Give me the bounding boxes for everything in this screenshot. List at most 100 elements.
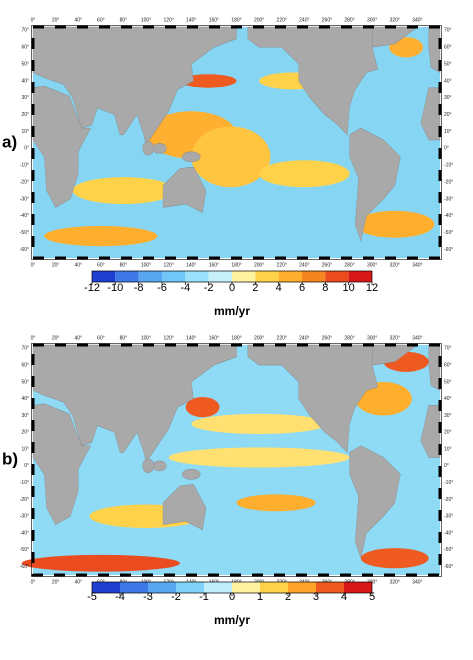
panel-label: a)	[2, 132, 17, 151]
lat-label: 0°	[24, 146, 29, 152]
lat-label: 70°	[21, 28, 29, 34]
lat-label: -10°	[20, 480, 29, 486]
lat-label: -20°	[444, 497, 453, 503]
lon-label: 220°	[277, 262, 287, 268]
lon-label: 320°	[390, 17, 400, 23]
lat-label: 20°	[444, 430, 452, 436]
lon-label: 20°	[52, 335, 60, 341]
colorbar-bin	[316, 582, 344, 593]
colorbar-label: 4	[341, 591, 347, 603]
lat-label: 60°	[444, 45, 452, 51]
lat-label: -50°	[20, 547, 29, 553]
colorbar-label: 4	[276, 282, 282, 294]
lat-label: -10°	[444, 163, 453, 169]
lon-label: 320°	[390, 262, 400, 268]
lat-label: 50°	[444, 61, 452, 67]
lon-label: 40°	[74, 17, 82, 23]
colorbar-label: -1	[199, 591, 209, 603]
colorbar-bin	[278, 271, 302, 282]
colorbar-label: 1	[257, 591, 263, 603]
lon-label: 140°	[186, 335, 196, 341]
map-frame	[31, 343, 442, 577]
lon-label: 180°	[231, 335, 241, 341]
lon-label: 100°	[141, 17, 151, 23]
lat-label: 60°	[21, 362, 29, 368]
lon-label: 120°	[163, 335, 173, 341]
lon-label: 200°	[254, 17, 264, 23]
colorbar-label: 2	[252, 282, 258, 294]
lon-label: 0°	[31, 17, 36, 23]
colorbar-label: -2	[204, 282, 214, 294]
map	[32, 26, 441, 258]
lat-label: 60°	[444, 362, 452, 368]
lat-label: 40°	[21, 396, 29, 402]
lon-label: 60°	[97, 17, 105, 23]
lon-label: 80°	[120, 335, 128, 341]
lon-label: 140°	[186, 17, 196, 23]
lat-label: 50°	[444, 379, 452, 385]
lat-label: -40°	[444, 530, 453, 536]
colorbar-label: -4	[180, 282, 190, 294]
lon-label: 280°	[344, 335, 354, 341]
colorbar-label: -5	[87, 591, 97, 603]
colorbar-bin	[232, 271, 256, 282]
lon-label: 0°	[31, 262, 36, 268]
colorbar-label: 6	[299, 282, 305, 294]
colorbar-bin	[176, 582, 204, 593]
lon-label: 240°	[299, 17, 309, 23]
colorbar-label: -10	[107, 282, 123, 294]
lat-label: -60°	[20, 564, 29, 570]
lon-label: 280°	[344, 17, 354, 23]
lon-label: 60°	[97, 335, 105, 341]
lon-label: 260°	[322, 262, 332, 268]
lon-label: 340°	[412, 262, 422, 268]
colorbar-bin	[120, 582, 148, 593]
colorbar-bin	[185, 271, 209, 282]
colorbar-bin	[325, 271, 349, 282]
colorbar-label: -3	[143, 591, 153, 603]
lon-label: 320°	[390, 335, 400, 341]
lon-label: 100°	[141, 262, 151, 268]
lon-label: 160°	[209, 262, 219, 268]
map-border	[31, 343, 442, 577]
colorbar-bin	[115, 271, 139, 282]
colorbar-bin	[288, 582, 316, 593]
colorbar-label: 3	[313, 591, 319, 603]
colorbar-label: 5	[369, 591, 375, 603]
lon-label: 180°	[231, 17, 241, 23]
colorbar-label: 0	[229, 282, 235, 294]
colorbar-bin	[255, 271, 279, 282]
lon-label: 340°	[412, 335, 422, 341]
colorbar-label: 0	[229, 591, 235, 603]
lon-label: 0°	[31, 335, 36, 341]
lat-label: 20°	[21, 430, 29, 436]
lon-label: 220°	[277, 17, 287, 23]
colorbar-bin	[344, 582, 372, 593]
colorbar-bin	[208, 271, 232, 282]
colorbar-bin	[148, 582, 176, 593]
lat-label: 10°	[444, 446, 452, 452]
map-border	[31, 25, 442, 260]
colorbar-label: 2	[285, 591, 291, 603]
lon-label: 300°	[367, 262, 377, 268]
colorbar-unit: mm/yr	[214, 613, 250, 627]
map-frame	[31, 25, 442, 260]
lat-label: 30°	[444, 413, 452, 419]
lat-label: -50°	[444, 547, 453, 553]
lat-label: 0°	[444, 463, 449, 469]
lat-label: 20°	[444, 112, 452, 118]
lat-label: -40°	[20, 530, 29, 536]
lat-label: 10°	[444, 129, 452, 135]
map	[21, 344, 441, 575]
lon-label: 0°	[31, 579, 36, 585]
lon-label: 100°	[141, 335, 151, 341]
lat-label: -20°	[444, 179, 453, 185]
lat-label: -20°	[20, 179, 29, 185]
lat-label: -30°	[444, 514, 453, 520]
colorbar-label: 10	[343, 282, 355, 294]
lon-label: 80°	[120, 262, 128, 268]
lat-label: 70°	[444, 346, 452, 352]
lon-label: 20°	[52, 17, 60, 23]
lon-label: 260°	[322, 335, 332, 341]
